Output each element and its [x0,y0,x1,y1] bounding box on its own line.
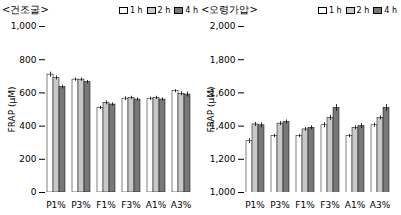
svg-text:A1%: A1% [345,200,366,210]
svg-text:1,400: 1,400 [209,121,236,131]
svg-text:F1%: F1% [295,200,315,210]
svg-text:1,200: 1,200 [210,154,236,164]
svg-text:2,000: 2,000 [210,21,236,31]
svg-text:A3%: A3% [171,200,192,210]
svg-text:800: 800 [19,55,36,65]
svg-text:1,600: 1,600 [209,87,236,98]
svg-text:F3%: F3% [320,200,340,210]
html-text:4 h: 4 h [185,5,198,15]
html-text:1 h: 1 h [129,5,143,15]
svg-text:1,000: 1,000 [210,187,236,197]
html-text:<건조굴>: <건조굴> [2,4,49,15]
html-text:2 h: 2 h [356,5,370,15]
svg-text:FRAP (μM): FRAP (μM) [206,86,216,132]
svg-text:A1%: A1% [146,200,167,210]
html-text:1 h: 1 h [328,5,342,15]
svg-text:F1%: F1% [96,200,116,210]
svg-text:1,000: 1,000 [11,21,37,31]
svg-text:P1%: P1% [46,200,66,210]
svg-text:400: 400 [19,121,36,131]
svg-text:0: 0 [31,187,37,197]
svg-text:600: 600 [19,88,36,98]
html-text:<오령가압>: <오령가압> [201,4,258,15]
svg-text:FRAP (μM): FRAP (μM) [7,86,17,132]
svg-text:A3%: A3% [370,200,391,210]
svg-text:P1%: P1% [245,200,265,210]
svg-text:200: 200 [19,154,36,164]
html-text:2 h: 2 h [157,5,171,15]
svg-text:P3%: P3% [270,200,290,210]
svg-text:F3%: F3% [121,200,141,210]
svg-text:P3%: P3% [71,200,91,210]
html-text:4 h: 4 h [384,5,397,15]
svg-text:1,800: 1,800 [210,55,236,65]
